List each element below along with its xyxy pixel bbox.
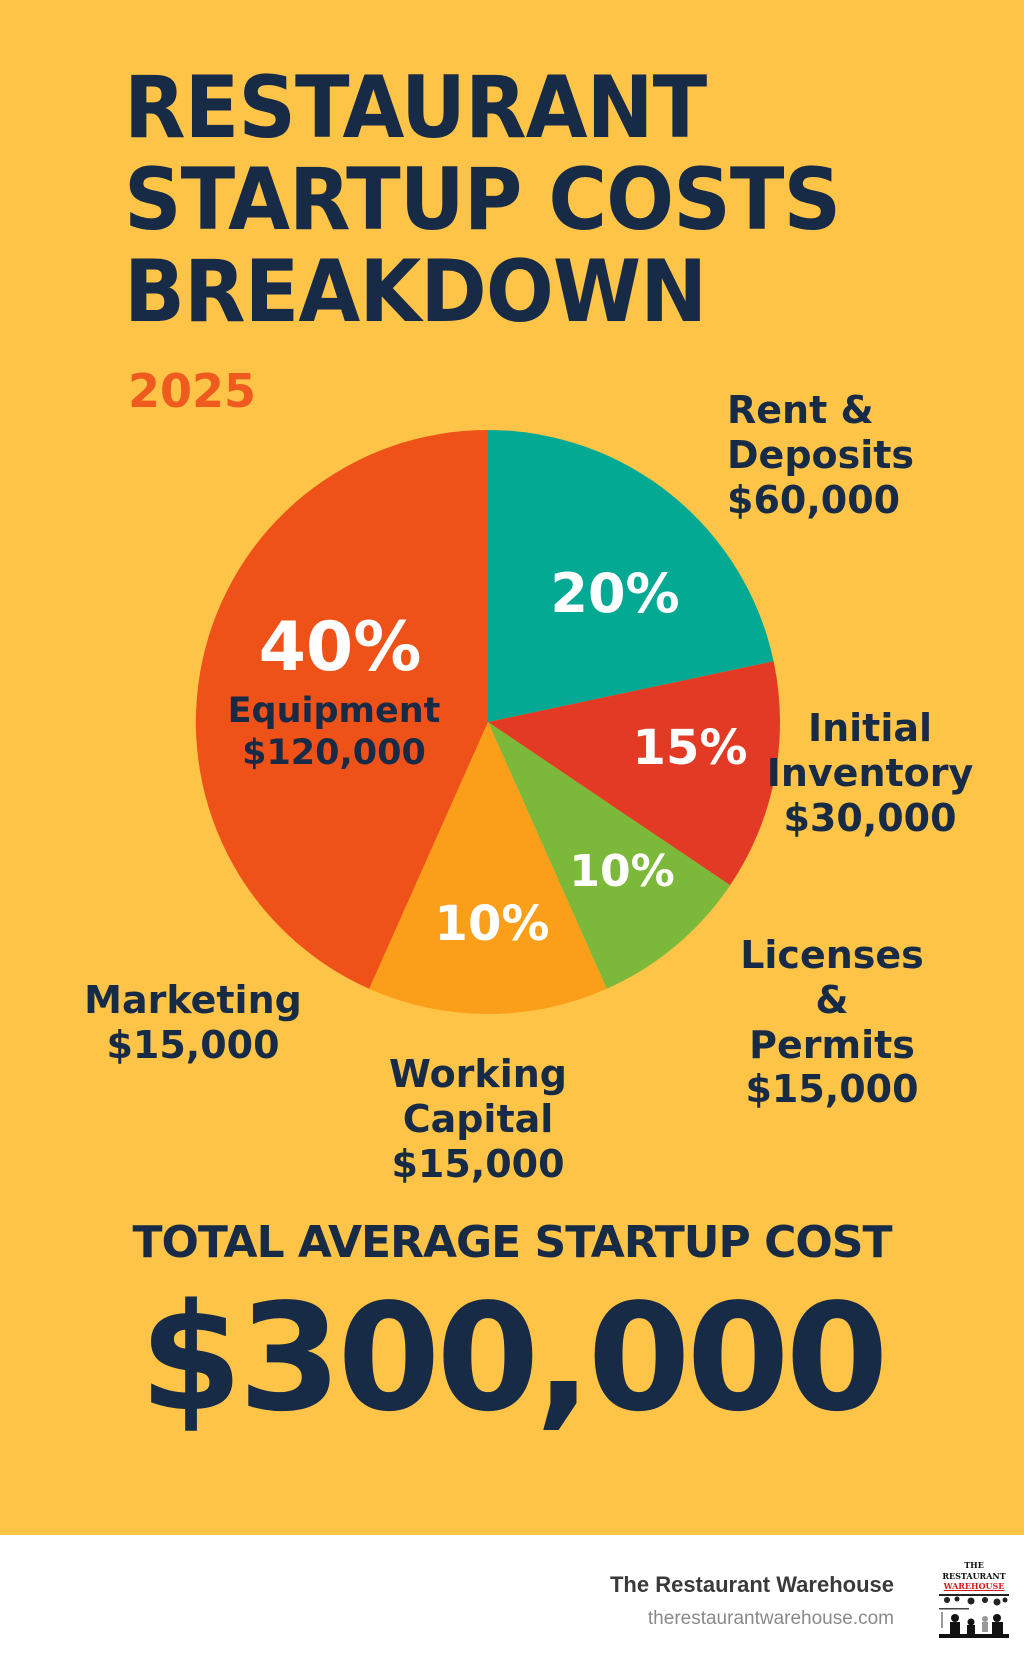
pie-slice-rent-deposits — [488, 430, 774, 722]
logo-line-2: RESTAURANT — [942, 1571, 1006, 1581]
label-marketing-value: $15,000 — [106, 1022, 280, 1067]
label-marketing: Marketing $15,000 — [84, 978, 302, 1068]
logo-line-3: WAREHOUSE — [943, 1581, 1005, 1591]
label-licenses-line-1: Licenses — [740, 933, 924, 977]
footer-url[interactable]: therestaurantwarehouse.com — [647, 1608, 894, 1629]
pct-working-capital: 10% — [434, 896, 550, 952]
pct-rent-deposits: 20% — [550, 562, 680, 625]
label-rent-line-1: Rent & — [727, 388, 874, 432]
pct-licenses-permits: 10% — [569, 846, 675, 897]
page-title: RESTAURANT STARTUP COSTS BREAKDOWN — [124, 58, 841, 342]
footer-brand-name: The Restaurant Warehouse — [609, 1572, 894, 1597]
label-inventory-line-2: Inventory — [766, 750, 974, 795]
equipment-value: $120,000 — [242, 733, 426, 773]
brand-logo: THE RESTAURANT WAREHOUSE — [935, 1561, 1013, 1643]
label-marketing-line-1: Marketing — [84, 978, 302, 1022]
label-licenses-value: $15,000 — [745, 1067, 919, 1112]
label-initial-inventory: Initial Inventory $30,000 — [767, 706, 974, 840]
label-working-line-2: Capital — [402, 1096, 554, 1141]
pie-slice-equipment — [195, 429, 489, 989]
label-licenses-line-2: & Permits — [749, 977, 915, 1067]
label-inventory-line-1: Initial — [807, 706, 933, 750]
pct-initial-inventory: 15% — [632, 720, 748, 776]
title-line-3: BREAKDOWN — [124, 242, 707, 342]
infographic-poster: RESTAURANT STARTUP COSTS BREAKDOWN 2025 … — [0, 0, 1024, 1535]
label-working-capital: Working Capital $15,000 — [389, 1052, 567, 1186]
equipment-label: Equipment $120,000 — [228, 690, 441, 774]
total-heading: TOTAL AVERAGE STARTUP COST — [132, 1217, 893, 1268]
total-value: $300,000 — [139, 1272, 888, 1444]
label-licenses-permits: Licenses & Permits $15,000 — [736, 933, 928, 1112]
equipment-name: Equipment — [227, 691, 441, 731]
pie-slice-licenses-permits — [488, 722, 731, 989]
pie-slice-initial-inventory — [488, 661, 780, 886]
label-working-value: $15,000 — [391, 1141, 565, 1186]
logo-line-1: THE — [964, 1560, 984, 1570]
label-inventory-value: $30,000 — [783, 795, 957, 840]
year-label: 2025 — [128, 364, 257, 418]
pie-chart — [195, 429, 780, 1015]
label-rent-deposits: Rent & Deposits $60,000 — [727, 388, 914, 522]
pct-equipment: 40% — [258, 608, 422, 687]
label-rent-line-2: Deposits — [727, 432, 915, 477]
label-working-line-1: Working — [389, 1052, 567, 1096]
label-rent-value: $60,000 — [727, 477, 901, 522]
pie-slice-working-capital — [369, 722, 607, 1015]
restaurant-silhouette-icon — [939, 1594, 1009, 1638]
title-line-2: STARTUP COSTS — [124, 150, 841, 250]
title-line-1: RESTAURANT — [124, 58, 707, 158]
